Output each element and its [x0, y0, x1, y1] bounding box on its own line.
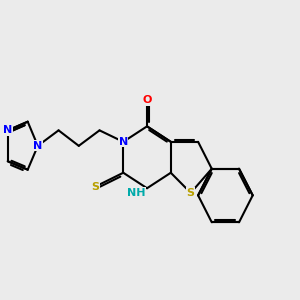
Text: N: N — [33, 141, 42, 151]
Text: S: S — [91, 182, 99, 192]
Text: NH: NH — [127, 188, 145, 198]
Text: S: S — [187, 188, 195, 198]
Text: N: N — [3, 125, 12, 135]
Text: N: N — [119, 137, 128, 147]
Text: O: O — [142, 95, 152, 105]
